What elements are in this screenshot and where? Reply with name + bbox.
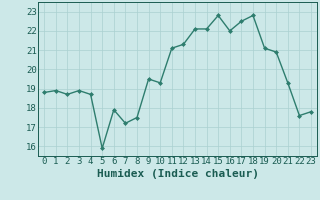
X-axis label: Humidex (Indice chaleur): Humidex (Indice chaleur) (97, 169, 259, 179)
